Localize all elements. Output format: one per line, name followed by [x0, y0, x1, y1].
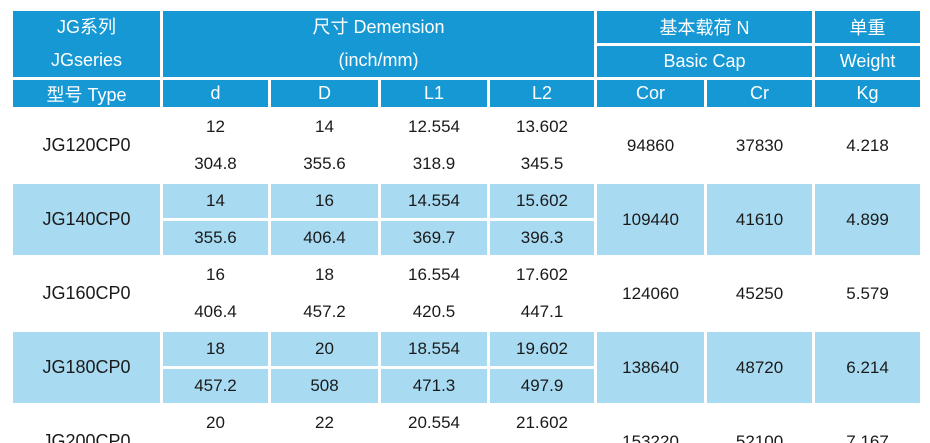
cr-cell: 37830 [704, 107, 816, 184]
table-body: JG120CP0 12 14 12.554 13.602 94860 37830… [10, 107, 924, 443]
D-mm-cell: 406.4 [268, 218, 381, 258]
series-label-zh: JG系列 [56, 17, 116, 37]
column-header-cr: Cr [704, 77, 816, 110]
L1-mm-cell: 420.5 [378, 292, 490, 332]
d-inch-cell: 14 [160, 181, 271, 221]
kg-cell: 4.218 [812, 107, 924, 184]
kg-cell: 5.579 [812, 255, 924, 332]
L2-inch-cell: 15.602 [486, 181, 598, 221]
d-mm-cell: 304.8 [160, 144, 271, 184]
L2-mm-cell: 345.5 [486, 144, 598, 184]
D-inch-cell: 16 [268, 181, 381, 221]
D-inch-cell: 20 [268, 329, 381, 369]
column-header-D: D [268, 77, 381, 110]
D-inch-cell: 18 [268, 255, 381, 295]
table-row-mm: 355.6 406.4 369.7 396.3 [12, 218, 922, 258]
series-label-en: JGseries [50, 50, 122, 70]
L1-mm-cell: 318.9 [378, 144, 490, 184]
cr-cell: 48720 [704, 329, 816, 406]
table-row: JG140CP0 14 16 14.554 15.602 109440 4161… [10, 181, 924, 258]
cor-cell: 138640 [594, 329, 708, 406]
table-row: JG180CP0 18 20 18.554 19.602 138640 4872… [10, 329, 924, 406]
table-row-mm: 508 558.8 522.1 548.7 [12, 440, 922, 443]
D-mm-cell: 355.6 [268, 144, 381, 184]
cor-cell: 109440 [594, 181, 708, 258]
weight-header-zh-cell: 单重 [812, 8, 924, 46]
column-header-L2: L2 [486, 77, 598, 110]
L1-inch-cell: 14.554 [378, 181, 490, 221]
L2-mm-cell: 497.9 [486, 366, 598, 406]
column-header-type: 型号 Type [10, 77, 163, 110]
D-inch-cell: 22 [268, 403, 381, 443]
table-row: JG200CP0 20 22 20.554 21.602 153220 5210… [10, 403, 924, 443]
cr-cell: 45250 [704, 255, 816, 332]
dimension-label-unit: (inch/mm) [338, 50, 419, 70]
table-row-mm: 406.4 457.2 420.5 447.1 [12, 292, 922, 332]
L2-inch-cell: 13.602 [486, 107, 598, 147]
cor-cell: 124060 [594, 255, 708, 332]
D-mm-cell: 457.2 [268, 292, 381, 332]
d-mm-cell: 406.4 [160, 292, 271, 332]
model-cell: JG200CP0 [10, 403, 163, 443]
dimension-label-zh: 尺寸 Demension [312, 17, 445, 37]
cr-cell: 52100 [704, 403, 816, 443]
kg-cell: 7.167 [812, 403, 924, 443]
model-cell: JG140CP0 [10, 181, 163, 258]
dimension-header-cell: 尺寸 Demension (inch/mm) [159, 8, 598, 80]
series-header-cell: JG系列 JGseries [10, 8, 163, 80]
cor-cell: 94860 [594, 107, 708, 184]
table-row: JG120CP0 12 14 12.554 13.602 94860 37830… [10, 107, 924, 184]
L1-inch-cell: 12.554 [378, 107, 490, 147]
L1-inch-cell: 16.554 [378, 255, 490, 295]
header-row-top: JG系列 JGseries 尺寸 Demension (inch/mm) 基本载… [10, 8, 924, 80]
L2-inch-cell: 19.602 [486, 329, 598, 369]
d-inch-cell: 20 [160, 403, 271, 443]
d-mm-cell: 457.2 [160, 366, 271, 406]
d-inch-cell: 16 [160, 255, 271, 295]
load-header-en-cell: Basic Cap [594, 42, 816, 80]
L1-mm-cell: 369.7 [378, 218, 490, 258]
D-mm-cell: 508 [268, 366, 381, 406]
column-header-cor: Cor [594, 77, 708, 110]
L2-mm-cell: 548.7 [486, 440, 598, 443]
d-mm-cell: 508 [160, 440, 271, 443]
L2-inch-cell: 17.602 [486, 255, 598, 295]
d-inch-cell: 18 [160, 329, 271, 369]
cor-cell: 153220 [594, 403, 708, 443]
table-row: JG160CP0 16 18 16.554 17.602 124060 4525… [10, 255, 924, 332]
header-row-second: Basic Cap Weight [12, 42, 924, 80]
cr-cell: 41610 [704, 181, 816, 258]
column-header-row: 型号 Type d D L1 L2 Cor Cr Kg [10, 77, 924, 110]
table-row-mm: 457.2 508 471.3 497.9 [12, 366, 922, 406]
L1-mm-cell: 471.3 [378, 366, 490, 406]
L2-inch-cell: 21.602 [486, 403, 598, 443]
L2-mm-cell: 447.1 [486, 292, 598, 332]
kg-cell: 6.214 [812, 329, 924, 406]
model-cell: JG160CP0 [10, 255, 163, 332]
d-inch-cell: 12 [160, 107, 271, 147]
spec-table: JG系列 JGseries 尺寸 Demension (inch/mm) 基本载… [10, 8, 924, 443]
column-header-kg: Kg [812, 77, 924, 110]
L1-mm-cell: 522.1 [378, 440, 490, 443]
L1-inch-cell: 20.554 [378, 403, 490, 443]
weight-header-en-cell: Weight [812, 42, 924, 80]
table-row-mm: 304.8 355.6 318.9 345.5 [12, 144, 922, 184]
D-mm-cell: 558.8 [268, 440, 381, 443]
model-cell: JG120CP0 [10, 107, 163, 184]
d-mm-cell: 355.6 [160, 218, 271, 258]
D-inch-cell: 14 [268, 107, 381, 147]
column-header-d: d [160, 77, 271, 110]
column-header-L1: L1 [378, 77, 490, 110]
table-header: JG系列 JGseries 尺寸 Demension (inch/mm) 基本载… [10, 8, 924, 110]
L1-inch-cell: 18.554 [378, 329, 490, 369]
L2-mm-cell: 396.3 [486, 218, 598, 258]
kg-cell: 4.899 [812, 181, 924, 258]
load-header-zh-cell: 基本载荷 N [594, 8, 816, 46]
model-cell: JG180CP0 [10, 329, 163, 406]
